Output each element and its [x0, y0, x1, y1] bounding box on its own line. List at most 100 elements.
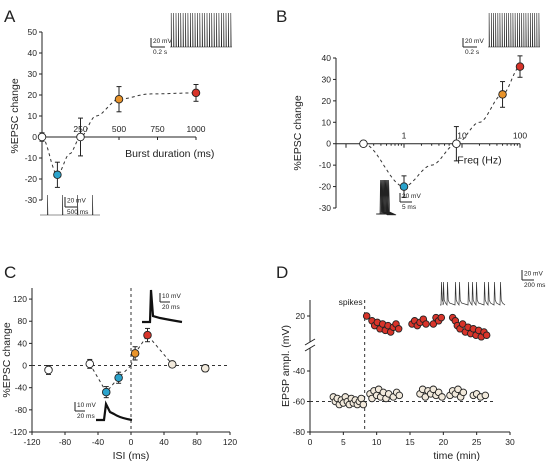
- panel-c-fit-curve-left: [89, 363, 132, 393]
- panel-d-y-tick-label: -60: [293, 397, 306, 407]
- panel-c-data-point: [143, 330, 152, 340]
- panel-c-data-point: [200, 364, 210, 373]
- panel-a-data-point: [53, 170, 62, 180]
- panel-d-data-point: [357, 394, 366, 403]
- panel-c-inset2-trace: [96, 400, 133, 422]
- panel-c-data-point: [167, 360, 177, 369]
- panel-c-data-point: [44, 365, 53, 375]
- panel-c-chart: -120 -80 -40 0 40 80 120 -120 -80 -40 0 40 80 120 ISI …: [1, 288, 237, 462]
- panel-a-y-tick-label: -20: [25, 174, 38, 184]
- panel-b-y-tick-label: 40: [322, 53, 332, 63]
- panel-a-data-point: [76, 132, 85, 142]
- panel-c-inset2-scale-voltage-label: 10 mV: [77, 402, 96, 409]
- panel-a-y-tick-label: -30: [25, 195, 38, 205]
- panel-a-inset-single-trace: [40, 194, 100, 216]
- panel-c-y-tick-label: 120: [13, 294, 27, 304]
- panel-c-inset1-trace: [142, 289, 183, 324]
- panel-a-y-tick-label: 50: [28, 27, 38, 37]
- panel-b-y-tick-label: -20: [319, 182, 332, 192]
- panel-a-y-tick-label: 40: [28, 48, 38, 58]
- panel-d-inset-trace: [440, 281, 506, 307]
- panel-c-fit-curve-right: [130, 334, 173, 366]
- panel-b-inset-burst-trace: [488, 12, 540, 48]
- panel-letter-b: B: [276, 7, 287, 26]
- panel-b-data-point: [452, 139, 461, 148]
- panel-c-inset1-scale-time-label: 20 ms: [162, 304, 180, 311]
- panel-d-data-point: [438, 393, 446, 401]
- panel-a-inset-burst-trace: [170, 12, 232, 48]
- panel-d-y-tick-label: -40: [293, 366, 306, 376]
- panel-c-x-tick-label: -120: [23, 437, 40, 447]
- panel-a-y-label: %EPSC change: [9, 78, 21, 153]
- panel-c-inset2-scale-time-label: 20 ms: [77, 413, 95, 420]
- panel-b-y-tick-label: 20: [322, 96, 332, 106]
- panel-d-x-tick-label: 10: [372, 437, 382, 447]
- panel-b-inset-overlay-trace: [384, 179, 397, 216]
- panel-d-x-label: time (min): [433, 450, 480, 462]
- panel-c-x-label: ISI (ms): [113, 450, 150, 462]
- panel-c-x-tick-label: 0: [129, 437, 134, 447]
- panel-c-y-tick-label: -80: [15, 405, 28, 415]
- panel-a-y-tick-label: 10: [28, 111, 38, 121]
- panel-b-inset2-scale-voltage-label: 20 mV: [402, 193, 421, 200]
- panel-b-inset1-scale-voltage-label: 20 mV: [465, 38, 484, 45]
- panel-a-y-tick-label: -10: [25, 153, 38, 163]
- panel-d-data-point: [422, 320, 430, 328]
- panel-d-data-point: [458, 320, 467, 328]
- panel-d-y-label: EPSP ampl. (mV): [280, 325, 292, 407]
- panel-a-inset1-scale-voltage-label: 20 mV: [153, 38, 172, 45]
- panel-c-y-tick-label: 80: [18, 316, 28, 326]
- panel-b-y-tick-label: 30: [322, 74, 332, 84]
- panel-d-inset-scale-voltage-label: 20 mV: [524, 271, 543, 278]
- panel-c-data-point: [85, 359, 94, 369]
- panel-d-x-tick-label: 25: [472, 437, 482, 447]
- panel-b-inset2-scale-time-label: 5 ms: [402, 204, 417, 211]
- panel-letter-c: C: [4, 263, 16, 282]
- panel-d-axis-break-bottom: [304, 344, 316, 352]
- panel-b-fit-curve: [363, 66, 520, 188]
- panel-d-chart: 20 -40 -60 -800 5 10 15 20 25 30 time (min) EPSP am…: [280, 270, 546, 462]
- panel-b-x-tick-label: 10: [457, 131, 467, 141]
- panel-c-y-tick-label: 40: [18, 338, 28, 348]
- panel-d-data-point: [395, 391, 404, 400]
- panel-d-y-tick-label: 20: [296, 311, 306, 321]
- panel-d-data-point: [482, 331, 491, 339]
- panel-d-data-point: [429, 320, 438, 328]
- panel-a-fit-curve: [41, 92, 196, 176]
- panel-a-y-tick-label: 0: [32, 132, 37, 142]
- panel-a-y-tick-label: 20: [28, 90, 38, 100]
- panel-c-y-label: %EPSC change: [1, 322, 13, 397]
- panel-a-x-tick-label: 1000: [187, 124, 206, 134]
- panel-a-data-point: [37, 132, 47, 142]
- panel-letter-d: D: [276, 263, 288, 282]
- panel-a-data-point: [114, 94, 124, 104]
- panel-a-inset1-scale-time-label: 0.2 s: [153, 49, 168, 56]
- panel-a-data-point: [191, 88, 201, 98]
- panel-c-x-tick-label: -40: [92, 437, 105, 447]
- panel-b-data-point: [359, 139, 368, 148]
- panel-a-y-tick-label: 30: [28, 69, 38, 79]
- panel-letter-a: A: [4, 7, 16, 26]
- panel-d-y-tick-label: -80: [293, 427, 306, 437]
- panel-c-data-point: [114, 373, 123, 382]
- panel-d-inset-scale-time-label: 200 ms: [524, 282, 546, 289]
- panel-b-y-tick-label: -10: [319, 160, 332, 170]
- panel-d-x-tick-label: 0: [308, 437, 313, 447]
- panel-d-data-point: [437, 313, 446, 322]
- panel-d-data-point: [359, 400, 368, 409]
- panel-a-x-tick-label: 750: [150, 124, 164, 134]
- panel-d-data-point: [394, 325, 403, 333]
- panel-d-annotation: spikes: [339, 297, 363, 307]
- panel-b-x-tick-label: 1: [402, 131, 407, 141]
- panel-a-x-tick-label: 500: [112, 124, 126, 134]
- panel-c-x-tick-label: 120: [223, 437, 237, 447]
- panel-c-y-tick-label: -40: [15, 383, 28, 393]
- panel-c-data-point: [101, 387, 111, 397]
- panel-b-y-tick-label: 0: [326, 139, 331, 149]
- panel-b-data-point: [498, 90, 507, 99]
- panel-a-inset2-scale-voltage-label: 20 mV: [67, 198, 86, 205]
- panel-b-x-label: Freq (Hz): [457, 155, 501, 167]
- panel-d-x-tick-label: 20: [439, 437, 449, 447]
